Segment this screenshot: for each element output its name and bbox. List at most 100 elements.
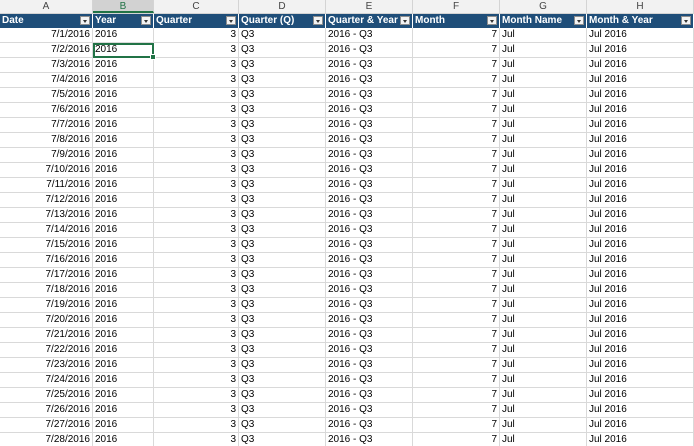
cell-month[interactable]: 7 — [413, 103, 500, 118]
cell-quarter-q[interactable]: Q3 — [239, 298, 326, 313]
cell-year[interactable]: 2016 — [93, 268, 154, 283]
filter-dropdown-icon[interactable] — [80, 16, 90, 25]
cell-month-year[interactable]: Jul 2016 — [587, 253, 694, 268]
cell-month-year[interactable]: Jul 2016 — [587, 313, 694, 328]
cell-quarter-year[interactable]: 2016 - Q3 — [326, 118, 413, 133]
cell-year[interactable]: 2016 — [93, 73, 154, 88]
cell-year[interactable]: 2016 — [93, 283, 154, 298]
cell-quarter-q[interactable]: Q3 — [239, 88, 326, 103]
cell-month-name[interactable]: Jul — [500, 403, 587, 418]
cell-month[interactable]: 7 — [413, 403, 500, 418]
cell-quarter-year[interactable]: 2016 - Q3 — [326, 148, 413, 163]
cell-quarter-q[interactable]: Q3 — [239, 118, 326, 133]
cell-quarter-q[interactable]: Q3 — [239, 163, 326, 178]
cell-month-name[interactable]: Jul — [500, 298, 587, 313]
cell-date[interactable]: 7/26/2016 — [0, 403, 93, 418]
cell-month-name[interactable]: Jul — [500, 358, 587, 373]
cell-date[interactable]: 7/18/2016 — [0, 283, 93, 298]
cell-quarter-year[interactable]: 2016 - Q3 — [326, 328, 413, 343]
cell-quarter[interactable]: 3 — [154, 343, 239, 358]
filter-dropdown-icon[interactable] — [400, 16, 410, 25]
column-letter-f[interactable]: F — [413, 0, 500, 13]
cell-quarter-q[interactable]: Q3 — [239, 268, 326, 283]
cell-quarter[interactable]: 3 — [154, 118, 239, 133]
cell-month[interactable]: 7 — [413, 343, 500, 358]
cell-month-name[interactable]: Jul — [500, 388, 587, 403]
cell-year[interactable]: 2016 — [93, 58, 154, 73]
header-cell-month-name[interactable]: Month Name — [500, 14, 587, 28]
column-letter-g[interactable]: G — [500, 0, 587, 13]
cell-date[interactable]: 7/5/2016 — [0, 88, 93, 103]
cell-quarter-q[interactable]: Q3 — [239, 283, 326, 298]
cell-date[interactable]: 7/6/2016 — [0, 103, 93, 118]
cell-month-year[interactable]: Jul 2016 — [587, 178, 694, 193]
cell-month[interactable]: 7 — [413, 373, 500, 388]
cell-year[interactable]: 2016 — [93, 373, 154, 388]
cell-month-year[interactable]: Jul 2016 — [587, 193, 694, 208]
filter-dropdown-icon[interactable] — [487, 16, 497, 25]
cell-quarter[interactable]: 3 — [154, 163, 239, 178]
cell-date[interactable]: 7/8/2016 — [0, 133, 93, 148]
cell-year[interactable]: 2016 — [93, 298, 154, 313]
cell-month-name[interactable]: Jul — [500, 253, 587, 268]
cell-date[interactable]: 7/19/2016 — [0, 298, 93, 313]
cell-date[interactable]: 7/25/2016 — [0, 388, 93, 403]
cell-quarter-q[interactable]: Q3 — [239, 238, 326, 253]
cell-month[interactable]: 7 — [413, 433, 500, 446]
cell-quarter-year[interactable]: 2016 - Q3 — [326, 403, 413, 418]
cell-quarter-q[interactable]: Q3 — [239, 313, 326, 328]
cell-quarter[interactable]: 3 — [154, 253, 239, 268]
cell-month[interactable]: 7 — [413, 328, 500, 343]
header-cell-month[interactable]: Month — [413, 14, 500, 28]
cell-year[interactable]: 2016 — [93, 358, 154, 373]
cell-date[interactable]: 7/14/2016 — [0, 223, 93, 238]
cell-month-name[interactable]: Jul — [500, 433, 587, 446]
cell-month-name[interactable]: Jul — [500, 178, 587, 193]
cell-month[interactable]: 7 — [413, 418, 500, 433]
cell-quarter-q[interactable]: Q3 — [239, 343, 326, 358]
cell-quarter-year[interactable]: 2016 - Q3 — [326, 133, 413, 148]
cell-quarter-q[interactable]: Q3 — [239, 223, 326, 238]
cell-quarter-year[interactable]: 2016 - Q3 — [326, 28, 413, 43]
column-letter-b[interactable]: B — [93, 0, 154, 13]
cell-quarter-year[interactable]: 2016 - Q3 — [326, 388, 413, 403]
cell-quarter-year[interactable]: 2016 - Q3 — [326, 163, 413, 178]
cell-month[interactable]: 7 — [413, 298, 500, 313]
column-letter-e[interactable]: E — [326, 0, 413, 13]
cell-quarter-year[interactable]: 2016 - Q3 — [326, 178, 413, 193]
cell-quarter[interactable]: 3 — [154, 313, 239, 328]
cell-month-year[interactable]: Jul 2016 — [587, 343, 694, 358]
cell-quarter[interactable]: 3 — [154, 73, 239, 88]
cell-month-year[interactable]: Jul 2016 — [587, 328, 694, 343]
cell-quarter[interactable]: 3 — [154, 58, 239, 73]
cell-quarter-q[interactable]: Q3 — [239, 73, 326, 88]
cell-month-name[interactable]: Jul — [500, 88, 587, 103]
cell-date[interactable]: 7/12/2016 — [0, 193, 93, 208]
cell-month[interactable]: 7 — [413, 28, 500, 43]
cell-year[interactable]: 2016 — [93, 88, 154, 103]
cell-month[interactable]: 7 — [413, 253, 500, 268]
cell-month-name[interactable]: Jul — [500, 103, 587, 118]
cell-year[interactable]: 2016 — [93, 433, 154, 446]
cell-date[interactable]: 7/27/2016 — [0, 418, 93, 433]
cell-month[interactable]: 7 — [413, 163, 500, 178]
cell-month[interactable]: 7 — [413, 388, 500, 403]
cell-month-year[interactable]: Jul 2016 — [587, 208, 694, 223]
cell-month[interactable]: 7 — [413, 208, 500, 223]
cell-quarter-q[interactable]: Q3 — [239, 418, 326, 433]
header-cell-year[interactable]: Year — [93, 14, 154, 28]
cell-month-name[interactable]: Jul — [500, 28, 587, 43]
cell-quarter[interactable]: 3 — [154, 433, 239, 446]
cell-quarter-q[interactable]: Q3 — [239, 208, 326, 223]
cell-month-name[interactable]: Jul — [500, 283, 587, 298]
cell-quarter[interactable]: 3 — [154, 283, 239, 298]
cell-quarter-year[interactable]: 2016 - Q3 — [326, 433, 413, 446]
cell-year[interactable]: 2016 — [93, 178, 154, 193]
cell-quarter-q[interactable]: Q3 — [239, 43, 326, 58]
cell-month-name[interactable]: Jul — [500, 118, 587, 133]
cell-month[interactable]: 7 — [413, 238, 500, 253]
cell-month[interactable]: 7 — [413, 133, 500, 148]
cell-month-name[interactable]: Jul — [500, 73, 587, 88]
column-letter-h[interactable]: H — [587, 0, 694, 13]
cell-quarter[interactable]: 3 — [154, 268, 239, 283]
